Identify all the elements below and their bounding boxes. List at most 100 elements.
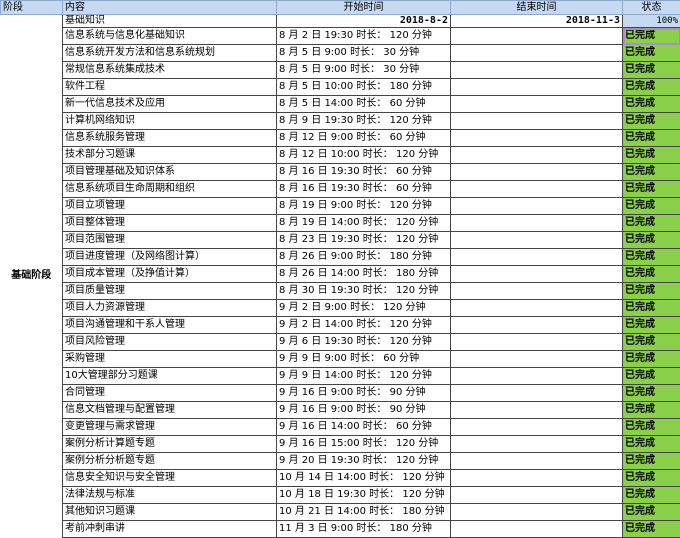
start-cell[interactable]: 8 月 5 日 14:00 时长： 60 分钟: [277, 96, 451, 113]
end-cell[interactable]: [451, 368, 623, 385]
end-cell[interactable]: [451, 79, 623, 96]
status-cell[interactable]: 已完成: [623, 368, 680, 385]
summary-start[interactable]: 2018-8-2: [277, 15, 451, 28]
content-cell[interactable]: 新一代信息技术及应用: [63, 96, 277, 113]
content-cell[interactable]: 项目范围管理: [63, 232, 277, 249]
end-cell[interactable]: [451, 130, 623, 147]
end-cell[interactable]: [451, 470, 623, 487]
content-cell[interactable]: 信息系统与信息化基础知识: [63, 28, 277, 45]
end-cell[interactable]: [451, 300, 623, 317]
status-cell[interactable]: 已完成: [623, 164, 680, 181]
end-cell[interactable]: [451, 164, 623, 181]
end-cell[interactable]: [451, 198, 623, 215]
start-cell[interactable]: 8 月 12 日 10:00 时长： 120 分钟: [277, 147, 451, 164]
content-cell[interactable]: 技术部分习题课: [63, 147, 277, 164]
start-cell[interactable]: 8 月 5 日 9:00 时长： 30 分钟: [277, 62, 451, 79]
status-cell[interactable]: 已完成: [623, 45, 680, 62]
content-cell[interactable]: 案例分析分析题专题: [63, 453, 277, 470]
start-cell[interactable]: 8 月 23 日 19:30 时长： 120 分钟: [277, 232, 451, 249]
status-cell[interactable]: 已完成: [623, 351, 680, 368]
end-cell[interactable]: [451, 436, 623, 453]
end-cell[interactable]: [451, 402, 623, 419]
status-cell[interactable]: 已完成: [623, 487, 680, 504]
start-cell[interactable]: 10 月 14 日 14:00 时长： 120 分钟: [277, 470, 451, 487]
status-cell[interactable]: 已完成: [623, 215, 680, 232]
content-cell[interactable]: 考前冲刺串讲: [63, 521, 277, 538]
status-cell[interactable]: 已完成: [623, 181, 680, 198]
start-cell[interactable]: 9 月 2 日 9:00 时长： 120 分钟: [277, 300, 451, 317]
header-end[interactable]: 结束时间: [451, 1, 623, 15]
start-cell[interactable]: 8 月 5 日 10:00 时长： 180 分钟: [277, 79, 451, 96]
end-cell[interactable]: [451, 62, 623, 79]
status-cell[interactable]: 已完成: [623, 521, 680, 538]
end-cell[interactable]: [451, 215, 623, 232]
summary-end[interactable]: 2018-11-3: [451, 15, 623, 28]
end-cell[interactable]: [451, 504, 623, 521]
end-cell[interactable]: [451, 266, 623, 283]
start-cell[interactable]: 10 月 21 日 14:00 时长： 180 分钟: [277, 504, 451, 521]
status-cell[interactable]: 已完成: [623, 453, 680, 470]
content-cell[interactable]: 变更管理与需求管理: [63, 419, 277, 436]
content-cell[interactable]: 软件工程: [63, 79, 277, 96]
content-cell[interactable]: 项目进度管理（及网络图计算）: [63, 249, 277, 266]
status-cell[interactable]: 已完成: [623, 334, 680, 351]
start-cell[interactable]: 9 月 9 日 9:00 时长： 60 分钟: [277, 351, 451, 368]
status-cell[interactable]: 已完成: [623, 504, 680, 521]
content-cell[interactable]: 法律法规与标准: [63, 487, 277, 504]
end-cell[interactable]: [451, 232, 623, 249]
content-cell[interactable]: 项目立项管理: [63, 198, 277, 215]
summary-progress[interactable]: 100%: [623, 15, 680, 28]
start-cell[interactable]: 8 月 16 日 19:30 时长： 60 分钟: [277, 181, 451, 198]
end-cell[interactable]: [451, 317, 623, 334]
start-cell[interactable]: 8 月 5 日 9:00 时长： 30 分钟: [277, 45, 451, 62]
content-cell[interactable]: 信息系统项目生命周期和组织: [63, 181, 277, 198]
start-cell[interactable]: 9 月 16 日 14:00 时长： 60 分钟: [277, 419, 451, 436]
end-cell[interactable]: [451, 351, 623, 368]
content-cell[interactable]: 信息系统开发方法和信息系统规划: [63, 45, 277, 62]
start-cell[interactable]: 8 月 26 日 14:00 时长： 180 分钟: [277, 266, 451, 283]
start-cell[interactable]: 9 月 16 日 9:00 时长： 90 分钟: [277, 402, 451, 419]
start-cell[interactable]: 8 月 12 日 9:00 时长： 60 分钟: [277, 130, 451, 147]
status-cell[interactable]: 已完成: [623, 79, 680, 96]
start-cell[interactable]: 8 月 19 日 14:00 时长： 120 分钟: [277, 215, 451, 232]
start-cell[interactable]: 9 月 2 日 14:00 时长： 120 分钟: [277, 317, 451, 334]
end-cell[interactable]: [451, 96, 623, 113]
end-cell[interactable]: [451, 181, 623, 198]
status-cell[interactable]: 已完成: [623, 266, 680, 283]
start-cell[interactable]: 8 月 30 日 19:30 时长： 120 分钟: [277, 283, 451, 300]
end-cell[interactable]: [451, 45, 623, 62]
content-cell[interactable]: 信息安全知识与安全管理: [63, 470, 277, 487]
header-content[interactable]: 内容: [63, 1, 277, 15]
content-cell[interactable]: 项目质量管理: [63, 283, 277, 300]
end-cell[interactable]: [451, 487, 623, 504]
end-cell[interactable]: [451, 385, 623, 402]
summary-content[interactable]: 基础知识: [63, 15, 277, 28]
content-cell[interactable]: 项目人力资源管理: [63, 300, 277, 317]
content-cell[interactable]: 项目成本管理（及挣值计算）: [63, 266, 277, 283]
start-cell[interactable]: 10 月 18 日 19:30 时长： 120 分钟: [277, 487, 451, 504]
content-cell[interactable]: 项目整体管理: [63, 215, 277, 232]
start-cell[interactable]: 9 月 16 日 9:00 时长： 90 分钟: [277, 385, 451, 402]
status-cell[interactable]: 已完成: [623, 249, 680, 266]
end-cell[interactable]: [451, 113, 623, 130]
status-cell[interactable]: 已完成: [623, 402, 680, 419]
header-status[interactable]: 状态: [623, 1, 680, 15]
end-cell[interactable]: [451, 334, 623, 351]
end-cell[interactable]: [451, 28, 623, 45]
content-cell[interactable]: 案例分析计算题专题: [63, 436, 277, 453]
stage-cell[interactable]: 基础阶段: [1, 15, 63, 538]
end-cell[interactable]: [451, 283, 623, 300]
start-cell[interactable]: 9 月 20 日 19:30 时长： 120 分钟: [277, 453, 451, 470]
content-cell[interactable]: 计算机网络知识: [63, 113, 277, 130]
status-cell[interactable]: 已完成: [623, 436, 680, 453]
end-cell[interactable]: [451, 249, 623, 266]
start-cell[interactable]: 11 月 3 日 9:00 时长： 180 分钟: [277, 521, 451, 538]
content-cell[interactable]: 合同管理: [63, 385, 277, 402]
start-cell[interactable]: 8 月 9 日 19:30 时长： 120 分钟: [277, 113, 451, 130]
start-cell[interactable]: 8 月 26 日 9:00 时长： 180 分钟: [277, 249, 451, 266]
content-cell[interactable]: 项目沟通管理和干系人管理: [63, 317, 277, 334]
status-cell[interactable]: 已完成: [623, 385, 680, 402]
status-cell[interactable]: 已完成: [623, 419, 680, 436]
header-start[interactable]: 开始时间: [277, 1, 451, 15]
content-cell[interactable]: 常规信息系统集成技术: [63, 62, 277, 79]
